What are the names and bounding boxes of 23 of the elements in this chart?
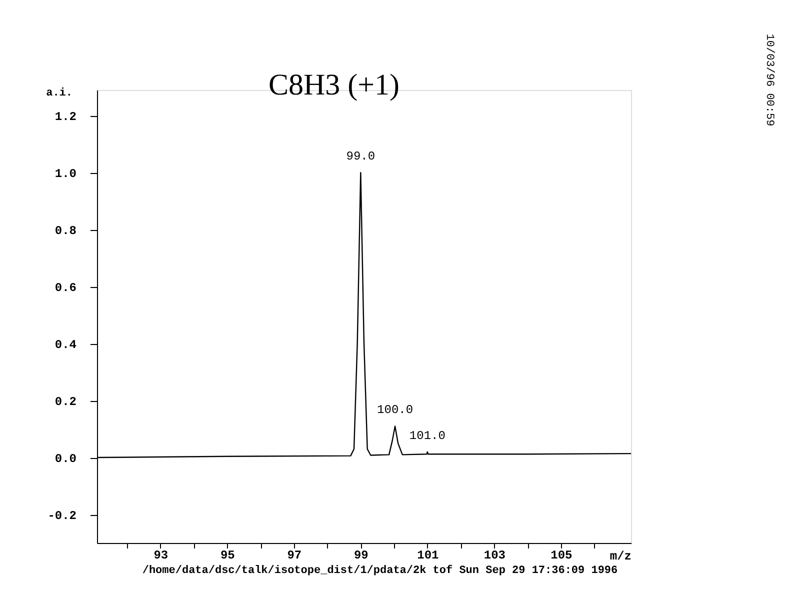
chart-title: C8H3 (+1)	[268, 68, 400, 102]
x-tick-label: 99	[354, 548, 368, 562]
y-tick-label: 0.4	[54, 338, 76, 352]
x-tick-label: 97	[287, 548, 302, 562]
annotation: 101.0	[409, 428, 446, 443]
x-tick-label: 105	[550, 548, 572, 562]
x-axis-title: m/z	[610, 550, 632, 564]
x-tick-label: 95	[220, 548, 235, 562]
y-axis-title: a.i.	[46, 88, 72, 100]
text: 10/03/96 00:59	[763, 34, 775, 126]
y-tick-label: 0.8	[54, 224, 76, 238]
x-tick-label: 103	[484, 548, 506, 562]
text: /home/data/dsc/talk/isotope_dist/1/pdata/2k tof Sun Sep 29 17:36:09 1996	[142, 564, 618, 577]
y-tick-label: 0.6	[54, 281, 76, 296]
x-tick-label: 93	[154, 548, 168, 562]
y-tick-label: 1.2	[54, 110, 76, 124]
y-tick-label: -0.2	[48, 509, 76, 524]
y-tick-label: 0.2	[54, 395, 76, 410]
x-tick-label: 101	[417, 548, 439, 562]
y-tick-label: 0.0	[54, 452, 76, 466]
y-tick-label: 1.0	[54, 167, 76, 182]
annotation: 99.0	[346, 150, 376, 164]
annotation: 100.0	[377, 403, 414, 418]
